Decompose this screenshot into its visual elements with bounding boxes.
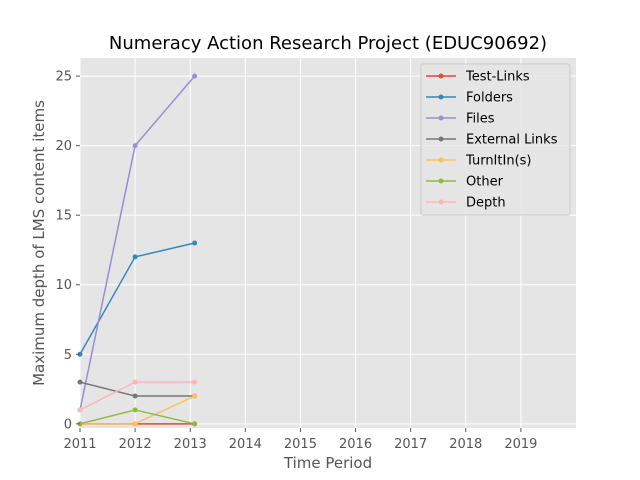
legend-item: Folders [426, 91, 513, 106]
legend-box [420, 63, 571, 216]
x-tick-label: 2012 [119, 437, 152, 452]
y-tick-label: 25 [55, 70, 72, 85]
data-point [192, 240, 198, 246]
legend-marker [438, 115, 444, 121]
legend-label: Files [466, 112, 495, 127]
y-tick-label: 5 [64, 348, 72, 363]
x-tick-label: 2019 [504, 437, 537, 452]
data-point [132, 379, 138, 385]
y-tick-label: 10 [55, 278, 72, 293]
y-tick-label: 20 [55, 139, 72, 154]
legend-label: Other [466, 175, 504, 190]
data-point [77, 379, 83, 385]
data-point [192, 73, 198, 79]
x-axis-label: Time Period [283, 454, 372, 472]
x-tick-label: 2014 [229, 437, 262, 452]
legend-item: Other [426, 175, 504, 190]
legend-marker [438, 94, 444, 100]
data-point [132, 407, 138, 413]
data-point [132, 421, 138, 427]
x-tick-label: 2018 [449, 437, 482, 452]
legend-marker [438, 199, 444, 205]
x-tick-label: 2011 [63, 437, 96, 452]
data-point [192, 393, 198, 399]
legend-label: Depth [466, 196, 506, 211]
legend-label: TurnItIn(s) [465, 154, 531, 169]
legend-item: Files [426, 112, 495, 127]
legend-item: Test-Links [426, 70, 530, 85]
data-point [132, 254, 138, 260]
y-axis-label: Maximum depth of LMS content items [30, 100, 48, 386]
legend-item: External Links [426, 133, 558, 148]
series-lines [77, 73, 198, 427]
chart-title: Numeracy Action Research Project (EDUC90… [109, 33, 547, 54]
x-tick-label: 2016 [339, 437, 372, 452]
y-tick-label: 15 [55, 209, 72, 224]
data-point [132, 143, 138, 149]
legend-label: External Links [466, 133, 558, 148]
series-depth [77, 379, 198, 413]
axis-ticks: 2011 2012 2013 2014 2015 2016 2017 2018 20190510… [55, 70, 537, 452]
x-tick-label: 2013 [174, 437, 207, 452]
legend-item: TurnItIn(s) [426, 154, 531, 169]
legend-marker [438, 73, 444, 79]
grid-lines [79, 58, 576, 428]
x-tick-label: 2017 [394, 437, 427, 452]
data-point [192, 379, 198, 385]
legend-item: Depth [426, 196, 506, 211]
legend-marker [438, 157, 444, 163]
legend-label: Test-Links [465, 70, 530, 85]
legend-marker [438, 136, 444, 142]
x-tick-label: 2015 [284, 437, 317, 452]
legend-marker [438, 178, 444, 184]
legend-label: Folders [466, 91, 513, 106]
data-point [192, 421, 198, 427]
data-point [77, 407, 83, 413]
legend: Test-Links Folders Files External Links Turn… [420, 63, 571, 216]
data-point [132, 393, 138, 399]
y-tick-label: 0 [64, 417, 72, 432]
